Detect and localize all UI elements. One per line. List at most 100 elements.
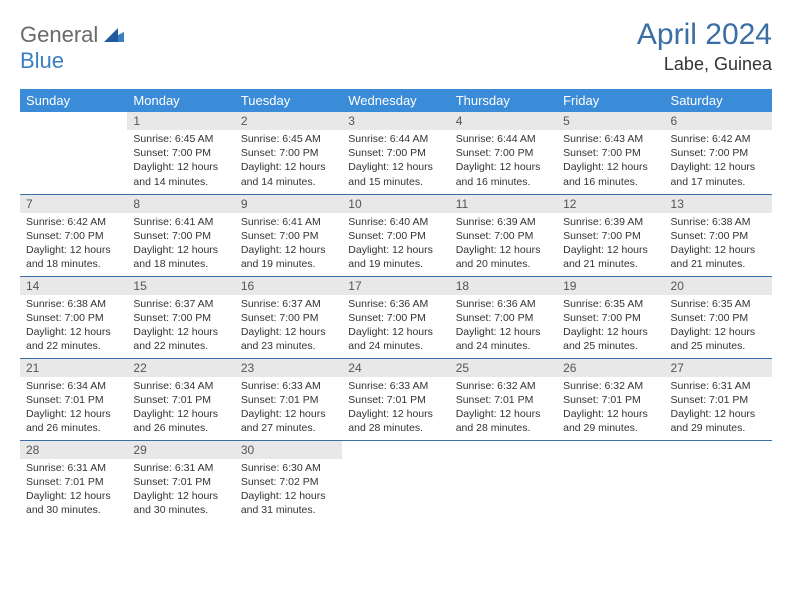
day-details: Sunrise: 6:35 AMSunset: 7:00 PMDaylight:…	[665, 295, 772, 358]
day-header-row: Sunday Monday Tuesday Wednesday Thursday…	[20, 89, 772, 112]
day-details: Sunrise: 6:42 AMSunset: 7:00 PMDaylight:…	[665, 130, 772, 193]
day-header: Saturday	[665, 89, 772, 112]
day-details: Sunrise: 6:32 AMSunset: 7:01 PMDaylight:…	[450, 377, 557, 440]
day-details: Sunrise: 6:41 AMSunset: 7:00 PMDaylight:…	[127, 213, 234, 276]
day-header: Tuesday	[235, 89, 342, 112]
day-number: 6	[665, 112, 772, 130]
day-details: Sunrise: 6:38 AMSunset: 7:00 PMDaylight:…	[20, 295, 127, 358]
day-number: 13	[665, 195, 772, 213]
day-details: Sunrise: 6:33 AMSunset: 7:01 PMDaylight:…	[235, 377, 342, 440]
day-details: Sunrise: 6:37 AMSunset: 7:00 PMDaylight:…	[127, 295, 234, 358]
day-details: Sunrise: 6:31 AMSunset: 7:01 PMDaylight:…	[127, 459, 234, 522]
calendar-cell: 2Sunrise: 6:45 AMSunset: 7:00 PMDaylight…	[235, 112, 342, 194]
calendar-cell	[665, 440, 772, 522]
day-number: 2	[235, 112, 342, 130]
calendar-cell: 3Sunrise: 6:44 AMSunset: 7:00 PMDaylight…	[342, 112, 449, 194]
day-number: 11	[450, 195, 557, 213]
calendar-cell: 15Sunrise: 6:37 AMSunset: 7:00 PMDayligh…	[127, 276, 234, 358]
day-details: Sunrise: 6:30 AMSunset: 7:02 PMDaylight:…	[235, 459, 342, 522]
calendar-cell	[557, 440, 664, 522]
day-details: Sunrise: 6:37 AMSunset: 7:00 PMDaylight:…	[235, 295, 342, 358]
calendar-week-row: 14Sunrise: 6:38 AMSunset: 7:00 PMDayligh…	[20, 276, 772, 358]
header: GeneralBlue April 2024 Labe, Guinea	[20, 18, 772, 75]
calendar-cell: 21Sunrise: 6:34 AMSunset: 7:01 PMDayligh…	[20, 358, 127, 440]
calendar-cell: 18Sunrise: 6:36 AMSunset: 7:00 PMDayligh…	[450, 276, 557, 358]
calendar-week-row: 7Sunrise: 6:42 AMSunset: 7:00 PMDaylight…	[20, 194, 772, 276]
calendar-cell	[20, 112, 127, 194]
calendar-cell: 20Sunrise: 6:35 AMSunset: 7:00 PMDayligh…	[665, 276, 772, 358]
calendar-cell: 11Sunrise: 6:39 AMSunset: 7:00 PMDayligh…	[450, 194, 557, 276]
calendar-cell: 9Sunrise: 6:41 AMSunset: 7:00 PMDaylight…	[235, 194, 342, 276]
calendar-cell: 24Sunrise: 6:33 AMSunset: 7:01 PMDayligh…	[342, 358, 449, 440]
day-details: Sunrise: 6:40 AMSunset: 7:00 PMDaylight:…	[342, 213, 449, 276]
calendar-cell: 16Sunrise: 6:37 AMSunset: 7:00 PMDayligh…	[235, 276, 342, 358]
day-number: 29	[127, 441, 234, 459]
calendar-week-row: 28Sunrise: 6:31 AMSunset: 7:01 PMDayligh…	[20, 440, 772, 522]
calendar-cell: 28Sunrise: 6:31 AMSunset: 7:01 PMDayligh…	[20, 440, 127, 522]
day-details: Sunrise: 6:36 AMSunset: 7:00 PMDaylight:…	[342, 295, 449, 358]
day-number: 8	[127, 195, 234, 213]
day-number: 1	[127, 112, 234, 130]
day-number: 19	[557, 277, 664, 295]
title-block: April 2024 Labe, Guinea	[637, 18, 772, 75]
calendar-cell: 29Sunrise: 6:31 AMSunset: 7:01 PMDayligh…	[127, 440, 234, 522]
calendar-cell: 8Sunrise: 6:41 AMSunset: 7:00 PMDaylight…	[127, 194, 234, 276]
day-header: Wednesday	[342, 89, 449, 112]
day-details: Sunrise: 6:45 AMSunset: 7:00 PMDaylight:…	[235, 130, 342, 193]
day-details: Sunrise: 6:35 AMSunset: 7:00 PMDaylight:…	[557, 295, 664, 358]
day-number: 20	[665, 277, 772, 295]
day-number: 18	[450, 277, 557, 295]
day-number: 21	[20, 359, 127, 377]
logo-icon	[102, 22, 124, 47]
calendar-week-row: 21Sunrise: 6:34 AMSunset: 7:01 PMDayligh…	[20, 358, 772, 440]
day-number: 22	[127, 359, 234, 377]
day-number: 24	[342, 359, 449, 377]
location: Labe, Guinea	[637, 54, 772, 75]
day-details: Sunrise: 6:32 AMSunset: 7:01 PMDaylight:…	[557, 377, 664, 440]
day-details: Sunrise: 6:43 AMSunset: 7:00 PMDaylight:…	[557, 130, 664, 193]
day-details: Sunrise: 6:34 AMSunset: 7:01 PMDaylight:…	[20, 377, 127, 440]
day-number: 3	[342, 112, 449, 130]
calendar-cell: 7Sunrise: 6:42 AMSunset: 7:00 PMDaylight…	[20, 194, 127, 276]
calendar-cell: 14Sunrise: 6:38 AMSunset: 7:00 PMDayligh…	[20, 276, 127, 358]
calendar-cell	[450, 440, 557, 522]
day-header: Sunday	[20, 89, 127, 112]
day-number: 17	[342, 277, 449, 295]
calendar-cell: 22Sunrise: 6:34 AMSunset: 7:01 PMDayligh…	[127, 358, 234, 440]
day-number: 12	[557, 195, 664, 213]
calendar-cell: 4Sunrise: 6:44 AMSunset: 7:00 PMDaylight…	[450, 112, 557, 194]
calendar-table: Sunday Monday Tuesday Wednesday Thursday…	[20, 89, 772, 522]
calendar-cell: 27Sunrise: 6:31 AMSunset: 7:01 PMDayligh…	[665, 358, 772, 440]
day-number: 28	[20, 441, 127, 459]
day-number: 16	[235, 277, 342, 295]
calendar-cell: 10Sunrise: 6:40 AMSunset: 7:00 PMDayligh…	[342, 194, 449, 276]
calendar-cell: 5Sunrise: 6:43 AMSunset: 7:00 PMDaylight…	[557, 112, 664, 194]
day-details: Sunrise: 6:42 AMSunset: 7:00 PMDaylight:…	[20, 213, 127, 276]
day-details: Sunrise: 6:41 AMSunset: 7:00 PMDaylight:…	[235, 213, 342, 276]
calendar-week-row: 1Sunrise: 6:45 AMSunset: 7:00 PMDaylight…	[20, 112, 772, 194]
day-details: Sunrise: 6:44 AMSunset: 7:00 PMDaylight:…	[342, 130, 449, 193]
day-number: 10	[342, 195, 449, 213]
day-details: Sunrise: 6:36 AMSunset: 7:00 PMDaylight:…	[450, 295, 557, 358]
day-number: 7	[20, 195, 127, 213]
day-details: Sunrise: 6:45 AMSunset: 7:00 PMDaylight:…	[127, 130, 234, 193]
day-details: Sunrise: 6:31 AMSunset: 7:01 PMDaylight:…	[665, 377, 772, 440]
day-details: Sunrise: 6:34 AMSunset: 7:01 PMDaylight:…	[127, 377, 234, 440]
day-number: 9	[235, 195, 342, 213]
day-number: 4	[450, 112, 557, 130]
calendar-cell	[342, 440, 449, 522]
calendar-cell: 12Sunrise: 6:39 AMSunset: 7:00 PMDayligh…	[557, 194, 664, 276]
day-details: Sunrise: 6:31 AMSunset: 7:01 PMDaylight:…	[20, 459, 127, 522]
day-number: 14	[20, 277, 127, 295]
day-number: 30	[235, 441, 342, 459]
day-details: Sunrise: 6:44 AMSunset: 7:00 PMDaylight:…	[450, 130, 557, 193]
day-details: Sunrise: 6:38 AMSunset: 7:00 PMDaylight:…	[665, 213, 772, 276]
calendar-cell: 19Sunrise: 6:35 AMSunset: 7:00 PMDayligh…	[557, 276, 664, 358]
logo: GeneralBlue	[20, 18, 124, 74]
page-title: April 2024	[637, 18, 772, 52]
day-number: 23	[235, 359, 342, 377]
calendar-cell: 1Sunrise: 6:45 AMSunset: 7:00 PMDaylight…	[127, 112, 234, 194]
day-header: Friday	[557, 89, 664, 112]
day-header: Monday	[127, 89, 234, 112]
calendar-cell: 6Sunrise: 6:42 AMSunset: 7:00 PMDaylight…	[665, 112, 772, 194]
